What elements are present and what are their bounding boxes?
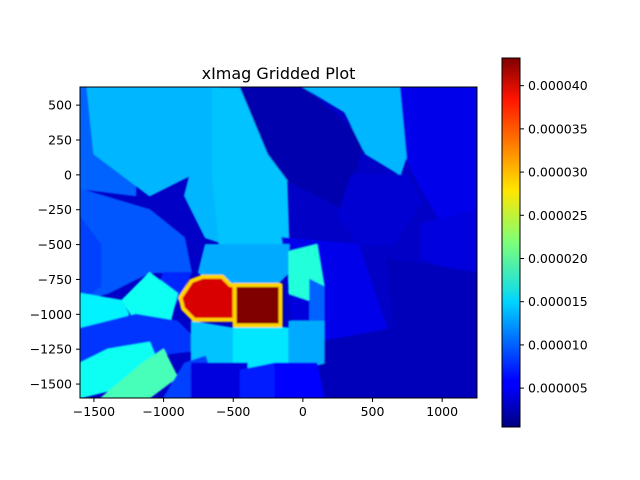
y-tick-label: 0 [64, 167, 72, 182]
colorbar-tick-label: 0.000025 [528, 208, 588, 223]
colorbar-axis: 0.000005 0.000010 0.000015 0.000020 0.000025… [520, 78, 588, 396]
heatmap-region [288, 320, 325, 371]
colorbar-tick-label: 0.000030 [528, 165, 588, 180]
plot-frame [79, 86, 478, 399]
y-tick-label: 250 [48, 132, 72, 147]
heatmap-region [86, 87, 220, 197]
heatmap-region [100, 348, 178, 398]
colorbar-tick-label: 0.000005 [528, 381, 588, 396]
heatmap-region [337, 174, 422, 246]
x-tick-label: −500 [216, 404, 250, 419]
colorbar-tick-label: 0.000010 [528, 337, 588, 352]
y-tick-label: −1000 [30, 307, 72, 322]
heatmap-region [80, 216, 102, 301]
x-tick-label: −1500 [73, 404, 115, 419]
y-tick-label: −1250 [30, 342, 72, 357]
colorbar-tick-label: 0.000015 [528, 294, 588, 309]
y-tick-label: −1500 [30, 377, 72, 392]
y-axis: 500 250 0 −250 −500 −750 −1000 −1250 −1500 [30, 98, 80, 392]
colorbar-tick-label: 0.000040 [528, 78, 588, 93]
y-tick-label: 500 [48, 98, 72, 113]
heatmap-region [386, 258, 477, 398]
colorbar [501, 57, 521, 428]
x-axis: −1500 −1000 −500 0 500 1000 [73, 398, 458, 419]
y-tick-label: −750 [38, 272, 72, 287]
heatmap-region [232, 283, 283, 328]
x-tick-label: −1000 [142, 404, 184, 419]
y-tick-label: −500 [38, 237, 72, 252]
colorbar-tick-label: 0.000020 [528, 251, 588, 266]
chart-title: xImag Gridded Plot [202, 64, 356, 83]
heatmap-region [420, 209, 477, 280]
x-tick-label: 500 [361, 404, 385, 419]
y-tick-label: −250 [38, 202, 72, 217]
heatmap-area [80, 87, 477, 398]
x-tick-label: 0 [299, 404, 307, 419]
heatmap-region [239, 362, 276, 398]
colorbar-tick-label: 0.000035 [528, 121, 588, 136]
heatmap-region [190, 362, 248, 398]
heatmap-region [274, 362, 325, 398]
x-tick-label: 1000 [426, 404, 458, 419]
